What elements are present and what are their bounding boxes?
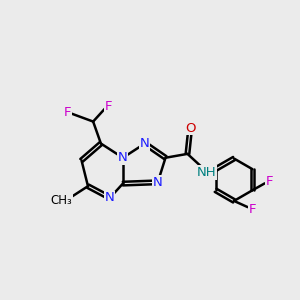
Text: CH₃: CH₃: [50, 194, 72, 207]
Text: N: N: [105, 191, 115, 204]
Text: N: N: [118, 151, 128, 164]
Text: N: N: [153, 176, 163, 189]
Text: F: F: [266, 175, 273, 188]
Text: NH: NH: [197, 166, 217, 179]
Text: N: N: [140, 137, 150, 150]
Text: O: O: [185, 122, 195, 134]
Text: F: F: [248, 203, 256, 217]
Text: F: F: [105, 100, 112, 112]
Text: F: F: [64, 106, 71, 118]
